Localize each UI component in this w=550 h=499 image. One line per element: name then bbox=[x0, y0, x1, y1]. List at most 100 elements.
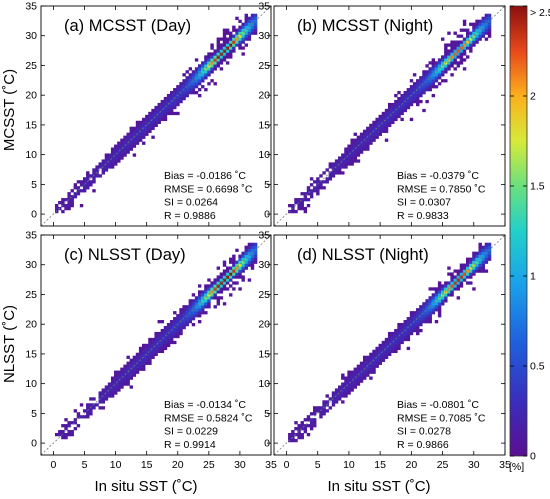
heatmap-cell bbox=[397, 99, 401, 104]
heatmap-cell bbox=[444, 64, 448, 68]
heatmap-cell bbox=[428, 85, 432, 89]
heatmap-cell bbox=[160, 340, 165, 345]
heatmap-cell bbox=[459, 275, 464, 279]
heatmap-cell bbox=[225, 43, 230, 47]
heatmap-cell bbox=[387, 346, 392, 351]
heatmap-cell bbox=[309, 424, 314, 428]
heatmap-cell bbox=[197, 79, 202, 83]
heatmap-cell bbox=[197, 296, 202, 300]
heatmap-cell bbox=[70, 421, 74, 425]
heatmap-cell bbox=[98, 406, 102, 410]
heatmap-cell bbox=[425, 99, 429, 104]
heatmap-cell bbox=[459, 281, 464, 285]
heatmap-cell bbox=[350, 153, 354, 157]
heatmap-cell bbox=[216, 290, 221, 294]
heatmap-cell bbox=[372, 135, 376, 139]
heatmap-cell bbox=[412, 328, 417, 333]
heatmap-cell bbox=[169, 105, 174, 110]
heatmap-cell bbox=[381, 346, 386, 351]
heatmap-cell bbox=[169, 91, 174, 95]
heatmap-cell bbox=[387, 120, 392, 125]
heatmap-cell bbox=[422, 317, 426, 321]
heatmap-cell bbox=[182, 311, 186, 315]
heatmap-cell bbox=[344, 153, 348, 157]
heatmap-cell bbox=[104, 153, 109, 157]
heatmap-cell bbox=[369, 141, 373, 145]
heatmap-cell bbox=[219, 58, 224, 62]
heatmap-cell bbox=[297, 427, 301, 431]
heatmap-cell bbox=[120, 376, 124, 380]
heatmap-cell bbox=[309, 192, 314, 196]
heatmap-cell bbox=[207, 67, 211, 71]
heatmap-cell bbox=[381, 352, 386, 356]
heatmap-cell bbox=[182, 325, 186, 330]
heatmap-cell bbox=[216, 52, 221, 56]
heatmap-cell bbox=[400, 334, 404, 339]
heatmap-cell bbox=[344, 159, 348, 163]
heatmap-cell bbox=[253, 25, 258, 29]
heatmap-cell bbox=[456, 52, 461, 56]
heatmap-cell bbox=[456, 272, 461, 276]
heatmap-cell bbox=[381, 340, 386, 345]
heatmap-cell bbox=[334, 388, 339, 392]
heatmap-cell bbox=[372, 129, 376, 133]
heatmap-cell bbox=[325, 180, 329, 184]
heatmap-cell bbox=[247, 31, 252, 35]
heatmap-cell bbox=[107, 394, 112, 398]
heatmap-cell bbox=[334, 400, 339, 404]
heatmap-cell bbox=[359, 379, 364, 383]
heatmap-cell bbox=[450, 40, 454, 44]
heatmap-cell bbox=[169, 94, 174, 98]
heatmap-cell bbox=[151, 355, 155, 359]
heatmap-cell bbox=[222, 58, 227, 62]
heatmap-cell bbox=[235, 248, 239, 252]
heatmap-cell bbox=[210, 287, 214, 291]
heatmap-cell bbox=[425, 64, 429, 68]
heatmap-cell bbox=[138, 135, 143, 139]
heatmap-cell bbox=[188, 320, 193, 324]
heatmap-cell bbox=[185, 70, 189, 74]
heatmap-cell bbox=[384, 343, 389, 348]
heatmap-cell bbox=[400, 96, 404, 101]
heatmap-cell bbox=[425, 320, 429, 324]
heatmap-cell bbox=[394, 102, 398, 107]
heatmap-cell bbox=[222, 284, 227, 288]
heatmap-cell bbox=[366, 361, 370, 365]
heatmap-cell bbox=[61, 198, 65, 202]
heatmap-cell bbox=[362, 147, 367, 151]
heatmap-cell bbox=[437, 308, 442, 312]
heatmap-cell bbox=[372, 370, 376, 374]
heatmap-cell bbox=[447, 287, 451, 291]
panel-title: (d) NLSST (Night) bbox=[297, 246, 429, 264]
heatmap-cell bbox=[406, 91, 411, 95]
heatmap-cell bbox=[291, 438, 295, 443]
heatmap-cell bbox=[459, 58, 464, 62]
heatmap-cell bbox=[210, 58, 214, 62]
heatmap-cell bbox=[238, 40, 242, 44]
heatmap-cell bbox=[478, 245, 482, 249]
heatmap-cell bbox=[238, 263, 242, 267]
heatmap-cell bbox=[378, 129, 382, 133]
heatmap-cell bbox=[219, 284, 224, 288]
heatmap-cell bbox=[469, 260, 473, 264]
heatmap-cell bbox=[247, 248, 252, 252]
heatmap-cell bbox=[225, 40, 230, 44]
heatmap-cell bbox=[447, 293, 451, 297]
heatmap-cell bbox=[191, 299, 196, 303]
heatmap-cell bbox=[381, 358, 386, 362]
heatmap-cell bbox=[306, 189, 311, 193]
heatmap-cell bbox=[135, 132, 140, 136]
heatmap-cell bbox=[478, 257, 482, 261]
heatmap-cell bbox=[216, 284, 221, 288]
heatmap-cell bbox=[462, 28, 467, 32]
heatmap-cell bbox=[138, 358, 143, 362]
heatmap-cell bbox=[173, 105, 177, 110]
heatmap-cell bbox=[132, 367, 137, 371]
heatmap-cell bbox=[409, 96, 414, 101]
heatmap-cell bbox=[123, 141, 127, 145]
heatmap-cell bbox=[216, 55, 221, 59]
heatmap-cell bbox=[148, 129, 152, 133]
heatmap-cell bbox=[322, 186, 326, 190]
heatmap-cell bbox=[138, 367, 143, 371]
heatmap-cell bbox=[201, 290, 205, 294]
